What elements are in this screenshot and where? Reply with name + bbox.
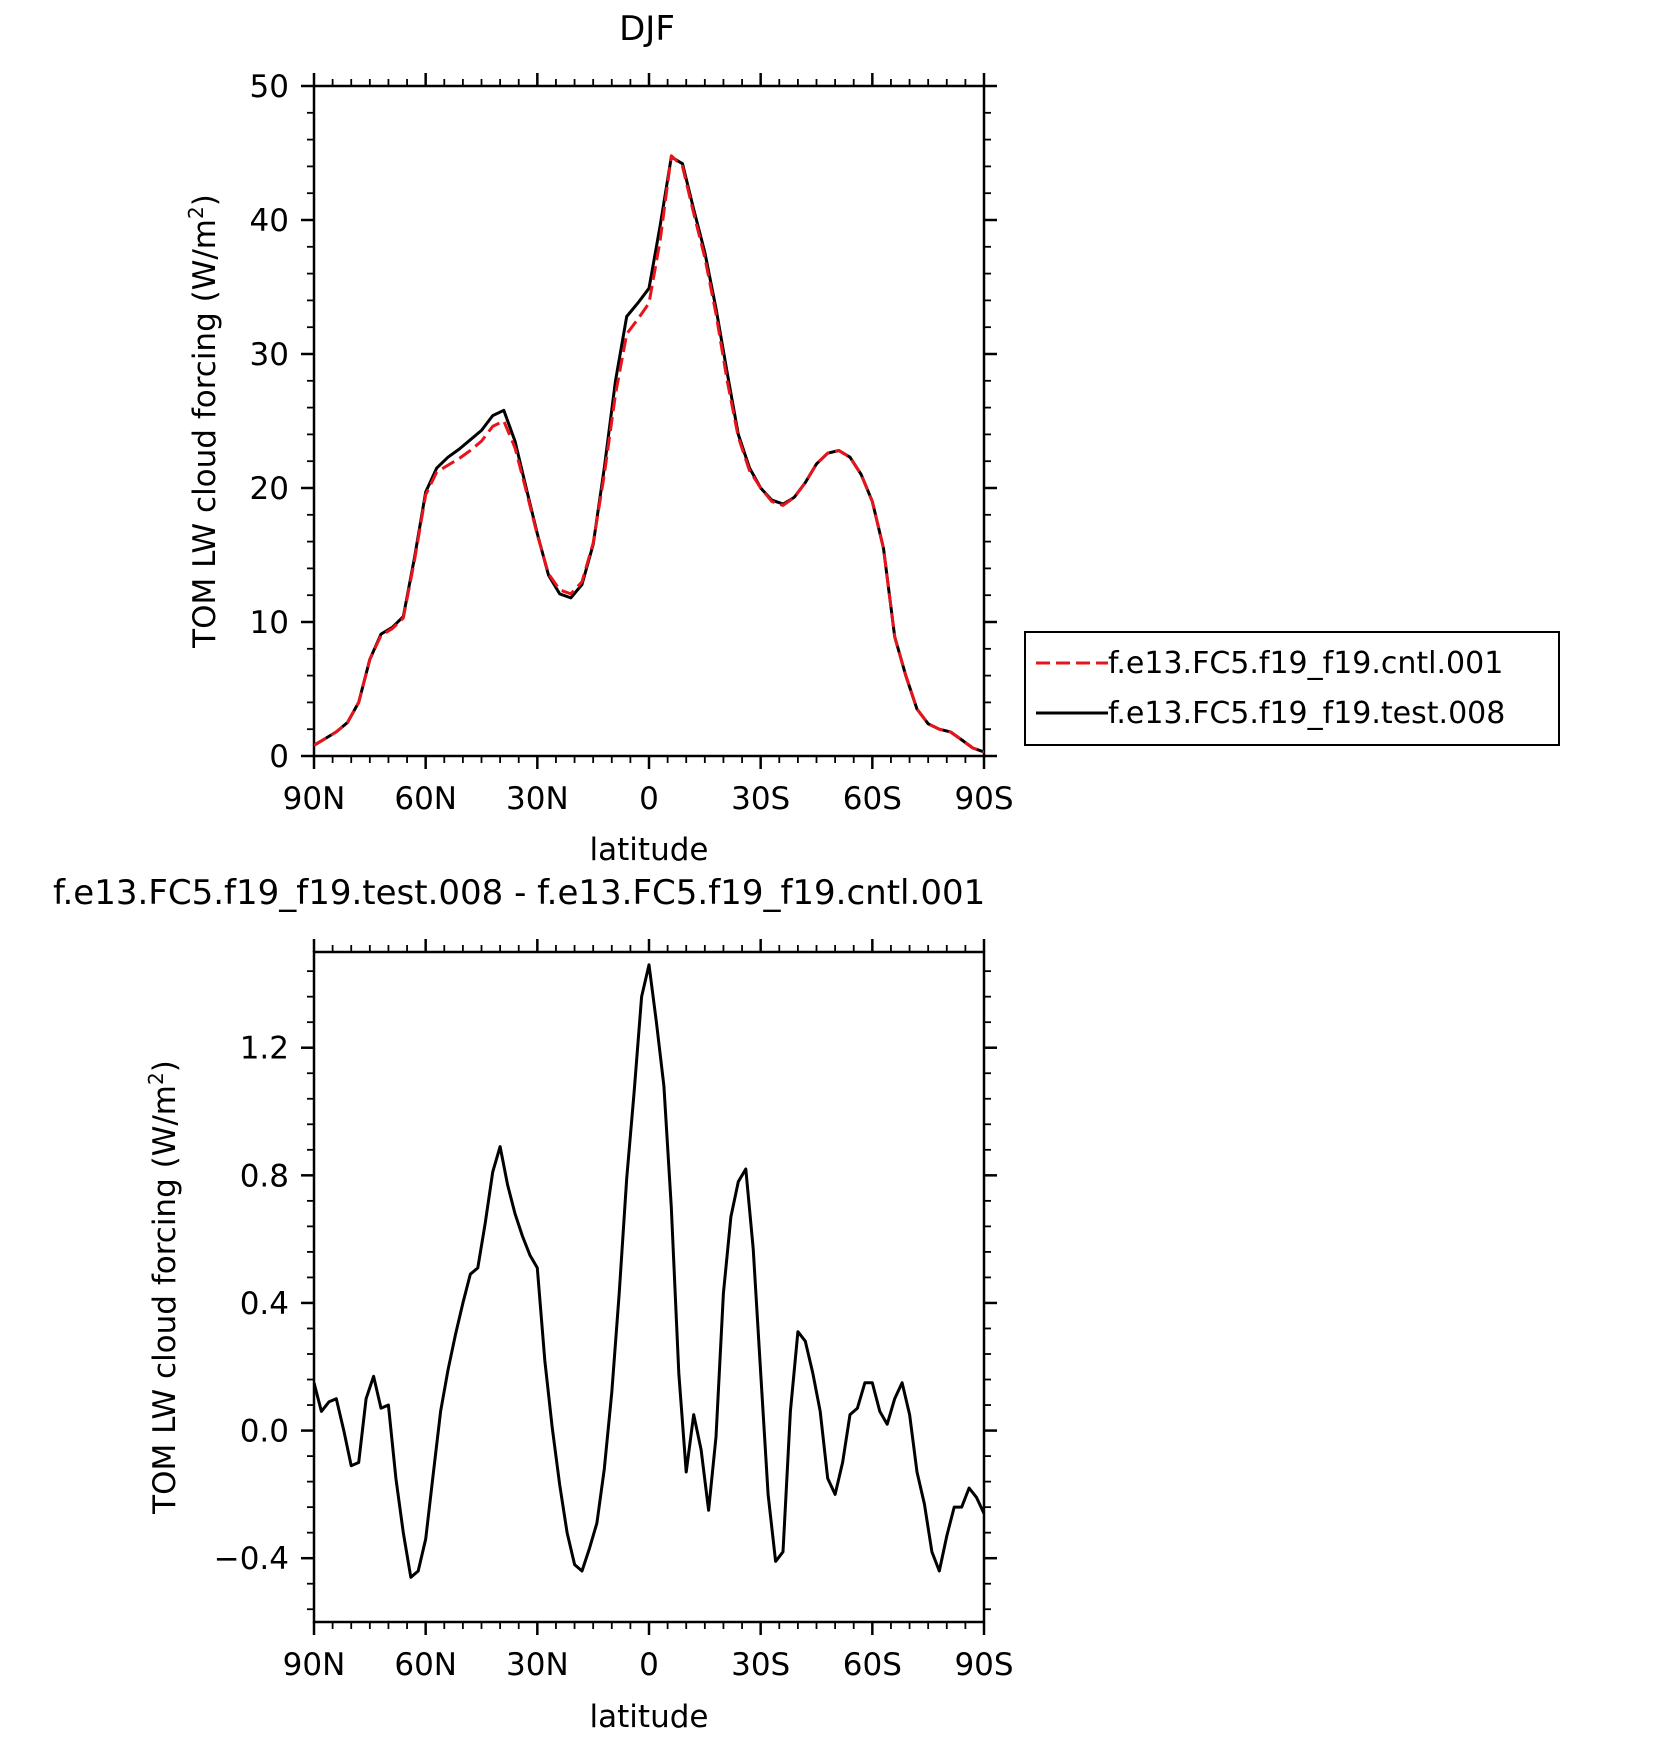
bottom-y-axis-label-close: ) xyxy=(147,1060,183,1072)
t-y-tick-label: 30 xyxy=(250,337,289,373)
t-x-tick-label: 30N xyxy=(506,781,569,817)
bottom-y-axis-label-main: TOM LW cloud forcing (W/m xyxy=(147,1085,183,1515)
bottom-x-axis-label: latitude xyxy=(590,1699,709,1735)
top-y-tick-labels: 0 10 20 30 40 50 xyxy=(250,69,289,775)
top-y-axis-label: TOM LW cloud forcing (W/m2) xyxy=(184,194,223,649)
bottom-axis-ticks xyxy=(301,939,997,1635)
t-x-tick-label: 90N xyxy=(283,781,346,817)
t-y-tick-label: 50 xyxy=(250,69,289,105)
t-x-tick-label: 60S xyxy=(843,781,902,817)
b-y-tick-label: 1.2 xyxy=(240,1031,289,1067)
bottom-series-lines xyxy=(314,963,984,1579)
top-panel: DJF 0 10 20 30 40 50 90N 60N 30N 0 30S 60S 90S lati… xyxy=(184,9,1560,868)
b-x-tick-label: 60S xyxy=(843,1647,902,1683)
b-x-tick-label: 90S xyxy=(954,1647,1013,1683)
bottom-y-axis-label: TOM LW cloud forcing (W/m2) xyxy=(144,1060,183,1515)
b-series-line-0 xyxy=(314,963,984,1579)
bottom-x-tick-labels: 90N 60N 30N 0 30S 60S 90S xyxy=(283,1647,1014,1683)
top-y-axis-label-close: ) xyxy=(187,194,223,206)
b-y-tick-label: 0.0 xyxy=(240,1414,289,1450)
bottom-panel: f.e13.FC5.f19_f19.test.008 - f.e13.FC5.f… xyxy=(53,873,1014,1735)
bottom-chart-title: f.e13.FC5.f19_f19.test.008 - f.e13.FC5.f… xyxy=(53,873,985,913)
t-y-tick-label: 0 xyxy=(269,739,289,775)
top-y-axis-label-sup: 2 xyxy=(184,206,208,219)
top-y-axis-label-main: TOM LW cloud forcing (W/m xyxy=(187,219,223,649)
legend: f.e13.FC5.f19_f19.cntl.001 f.e13.FC5.f19… xyxy=(1024,631,1560,746)
top-chart-title: DJF xyxy=(619,9,675,49)
legend-label-cntl: f.e13.FC5.f19_f19.cntl.001 xyxy=(1108,646,1503,681)
top-series-lines xyxy=(314,154,984,754)
b-x-tick-label: 30N xyxy=(506,1647,569,1683)
top-x-tick-labels: 90N 60N 30N 0 30S 60S 90S xyxy=(283,781,1014,817)
top-axis-ticks xyxy=(301,73,997,769)
top-x-axis-label: latitude xyxy=(590,832,709,868)
b-y-tick-label: 0.4 xyxy=(240,1286,289,1322)
b-y-tick-label: −0.4 xyxy=(214,1541,289,1577)
b-x-tick-label: 90N xyxy=(283,1647,346,1683)
b-x-tick-label: 60N xyxy=(394,1647,457,1683)
bottom-y-tick-labels: −0.4 0.0 0.4 0.8 1.2 xyxy=(214,1031,289,1577)
t-series-line-0 xyxy=(314,154,984,754)
b-y-tick-label: 0.8 xyxy=(240,1158,289,1194)
b-x-tick-label: 30S xyxy=(731,1647,790,1683)
t-y-tick-label: 10 xyxy=(250,605,289,641)
bottom-y-axis-label-sup: 2 xyxy=(144,1072,168,1085)
t-x-tick-label: 0 xyxy=(639,781,659,817)
t-x-tick-label: 90S xyxy=(954,781,1013,817)
t-x-tick-label: 30S xyxy=(731,781,790,817)
b-x-tick-label: 0 xyxy=(639,1647,659,1683)
t-y-tick-label: 40 xyxy=(250,203,289,239)
legend-box xyxy=(1024,631,1560,746)
legend-label-test: f.e13.FC5.f19_f19.test.008 xyxy=(1108,696,1505,731)
t-x-tick-label: 60N xyxy=(394,781,457,817)
t-y-tick-label: 20 xyxy=(250,471,289,507)
